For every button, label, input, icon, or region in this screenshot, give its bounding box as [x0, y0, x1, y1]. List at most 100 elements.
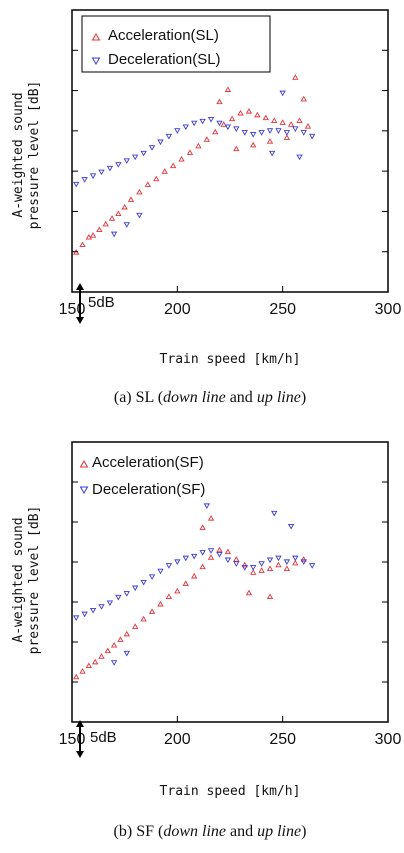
- deceleration-point: [115, 594, 122, 601]
- acceleration-point: [178, 155, 185, 162]
- acceleration-point: [279, 119, 286, 125]
- acceleration-point: [249, 141, 257, 148]
- acceleration-point: [127, 196, 135, 202]
- acceleration-point: [207, 554, 215, 560]
- acceleration-point: [161, 168, 168, 174]
- deceleration-point: [249, 565, 257, 571]
- acceleration-point: [110, 641, 118, 648]
- acceleration-point: [292, 74, 299, 80]
- x-tick-label: 300: [375, 301, 402, 318]
- x-tick-label: 150: [59, 301, 86, 318]
- legend: Acceleration(SL) Deceleration(SL): [81, 15, 271, 73]
- deceleration-point: [279, 90, 286, 97]
- deceleration-point: [110, 660, 118, 666]
- y-axis-label-line2: pressure level [dB]: [27, 81, 42, 230]
- deceleration-point: [258, 561, 265, 567]
- deceleration-point: [191, 553, 198, 560]
- deceleration-point: [292, 126, 299, 132]
- x-axis-label: Train speed [km/h]: [160, 784, 301, 799]
- acceleration-point: [98, 653, 105, 659]
- acceleration-point: [233, 145, 240, 152]
- y-ticks: [72, 49, 388, 253]
- acceleration-point: [148, 608, 156, 614]
- acceleration-point: [157, 600, 164, 607]
- x-tick-label: 300: [375, 731, 402, 748]
- acceleration-point: [275, 561, 282, 568]
- deceleration-point: [283, 559, 291, 565]
- deceleration-point: [216, 120, 223, 127]
- deceleration-point: [73, 181, 80, 188]
- legend-box: [81, 15, 271, 73]
- deceleration-point: [283, 130, 291, 136]
- acceleration-point: [123, 630, 130, 637]
- acceleration-point: [182, 580, 189, 586]
- acceleration-point: [85, 233, 93, 240]
- deceleration-point: [89, 607, 97, 614]
- acceleration-point: [85, 662, 93, 669]
- x-axis-label: Train speed [km/h]: [160, 352, 301, 367]
- acceleration-point: [96, 226, 103, 233]
- acceleration-point: [140, 615, 147, 622]
- acceleration-point: [203, 136, 211, 142]
- acceleration-point: [132, 623, 139, 629]
- acceleration-point: [254, 111, 261, 118]
- acceleration-point: [245, 589, 253, 596]
- deceleration-point: [132, 585, 139, 592]
- deceleration-point: [98, 604, 105, 610]
- legend-label-acceleration: Acceleration(SF): [92, 454, 204, 471]
- legend: Acceleration(SF) Deceleration(SF): [79, 454, 205, 498]
- deceleration-point: [106, 600, 114, 607]
- y-ticks: [72, 481, 388, 683]
- x-tick-label: 150: [59, 731, 86, 748]
- acceleration-point: [91, 658, 99, 665]
- deceleration-point: [182, 555, 189, 562]
- deceleration-point: [174, 559, 181, 565]
- deceleration-point: [174, 128, 181, 134]
- acceleration-point: [266, 138, 274, 144]
- acceleration-point: [245, 108, 253, 114]
- y-axis-label-line1: A-weighted sound: [11, 92, 26, 217]
- chart-panel-sf: 150 200 250 300 Acceleration(SF) Decelerati…: [11, 441, 402, 840]
- deceleration-point: [148, 574, 156, 580]
- acceleration-point: [104, 647, 111, 654]
- deceleration-point: [241, 130, 248, 136]
- acceleration-point: [241, 561, 248, 568]
- scale-bar: 5dB: [76, 720, 117, 758]
- deceleration-point: [258, 130, 265, 136]
- deceleration-point: [132, 154, 139, 161]
- deceleration-point: [266, 557, 274, 564]
- figure-caption: (b) SF (down line and up line): [114, 823, 307, 840]
- acceleration-point: [169, 162, 177, 169]
- acceleration-point: [296, 117, 303, 123]
- figure-caption: (a) SL (down line and up line): [114, 389, 306, 406]
- y-axis-label-line2: pressure level [dB]: [27, 506, 42, 655]
- acceleration-point: [102, 220, 109, 227]
- deceleration-point: [123, 591, 130, 597]
- acceleration-point: [174, 587, 181, 594]
- scatter-points: [73, 503, 316, 680]
- deceleration-point: [199, 118, 206, 125]
- scale-bar-arrow-bottom: [76, 751, 84, 758]
- chart-panel-sl: 150 200 250 300 Acceleration(SL) Decelerati…: [11, 9, 402, 406]
- legend-label-deceleration: Deceleration(SF): [92, 481, 205, 498]
- acceleration-point: [207, 515, 215, 521]
- legend-marker-acceleration: [91, 33, 101, 41]
- acceleration-point: [199, 563, 206, 570]
- scale-bar-arrow-top: [76, 283, 84, 290]
- acceleration-point: [266, 565, 274, 571]
- deceleration-point: [241, 565, 248, 571]
- deceleration-point: [300, 559, 307, 565]
- scale-bar-label: 5dB: [88, 294, 115, 311]
- deceleration-point: [123, 222, 130, 228]
- deceleration-point: [300, 130, 307, 136]
- acceleration-point: [287, 121, 295, 127]
- deceleration-point: [224, 557, 232, 564]
- deceleration-point: [233, 561, 240, 567]
- deceleration-point: [123, 650, 130, 657]
- deceleration-point: [140, 579, 147, 586]
- deceleration-point: [216, 551, 223, 558]
- deceleration-point: [182, 124, 189, 131]
- acceleration-point: [283, 134, 291, 140]
- legend-marker-deceleration: [91, 57, 101, 65]
